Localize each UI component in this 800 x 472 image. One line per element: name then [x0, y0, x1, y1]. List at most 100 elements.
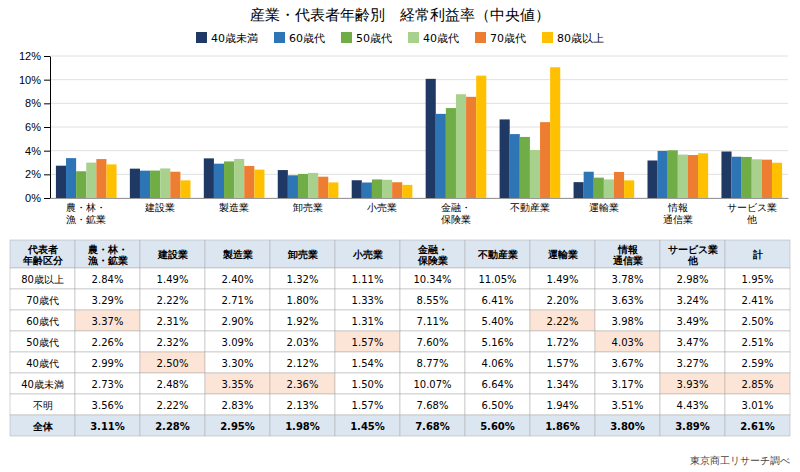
bar [328, 182, 338, 198]
table-row-label: 50歳代 [26, 337, 59, 348]
table-cell [465, 352, 530, 373]
bar [56, 166, 66, 198]
table-cell [595, 268, 660, 289]
text-line: 卸売業 [293, 202, 323, 213]
table-cell [75, 415, 140, 436]
bar [278, 170, 288, 198]
table-cell [530, 268, 595, 289]
bar [668, 150, 678, 198]
table-value: 2.59% [742, 358, 774, 369]
bar [106, 164, 116, 198]
table-cell [660, 394, 725, 415]
table-cell [465, 331, 530, 352]
table-cell [75, 268, 140, 289]
bar [752, 159, 762, 198]
tick-mark [44, 151, 50, 152]
table-value: 5.16% [482, 337, 514, 348]
table-label-cell [10, 352, 75, 373]
legend-swatch [274, 32, 285, 43]
table-header-cell [595, 240, 660, 268]
tick: 2% [25, 168, 50, 180]
bar [466, 97, 476, 198]
table-value: 6.64% [482, 379, 514, 390]
bar [688, 155, 698, 198]
tick: 4% [25, 145, 50, 157]
table-value: 2.31% [157, 316, 189, 327]
table-value: 1.80% [287, 295, 319, 306]
table-value: 11.05% [478, 274, 516, 285]
table-label-cell [10, 373, 75, 394]
table-cell [465, 415, 530, 436]
table-header-cell [140, 240, 205, 268]
bar [678, 155, 688, 198]
table-cell [270, 268, 335, 289]
legend-swatch [542, 32, 553, 43]
bar [352, 180, 362, 198]
text-line: 不動産業 [510, 202, 550, 213]
table-value: 2.50% [742, 316, 774, 327]
bar [372, 179, 382, 198]
table-value: 2.48% [157, 379, 189, 390]
table-cell [660, 352, 725, 373]
tick: 小売業 [367, 198, 397, 213]
tick-label: 小売業 [367, 202, 397, 213]
table-cell [725, 268, 790, 289]
table-value: 1.31% [352, 316, 384, 327]
text-line: 運輸業 [589, 202, 619, 213]
text-line: 製造業 [219, 202, 249, 213]
table-value: 2.50% [157, 358, 189, 369]
bar [520, 137, 530, 198]
table-label-cell [10, 415, 75, 436]
table-row-label: 70歳代 [26, 295, 59, 306]
table-value: 2.20% [547, 295, 579, 306]
table-value: 1.86% [545, 421, 580, 432]
grid-line [50, 56, 788, 57]
table-value: 1.49% [547, 274, 579, 285]
text-line: 情報 [617, 244, 639, 255]
table-value: 1.57% [352, 400, 384, 411]
bar [86, 163, 96, 198]
table-cell [140, 310, 205, 331]
table-value: 3.93% [677, 379, 709, 390]
table-value: 2.36% [287, 379, 319, 390]
table-cell [335, 268, 400, 289]
bar [762, 160, 772, 198]
table-cell [595, 352, 660, 373]
bar [318, 177, 328, 198]
tick: サービス業他 [727, 198, 777, 225]
tick: 金融・保険業 [441, 198, 471, 225]
bar [584, 172, 594, 198]
bar [604, 179, 614, 198]
table-header-cell [725, 240, 790, 268]
bars [56, 67, 782, 198]
table-cell [465, 394, 530, 415]
table-cell [205, 394, 270, 415]
table-value: 3.51% [612, 400, 644, 411]
table-row-label: 60歳代 [26, 316, 59, 327]
bar [647, 160, 657, 198]
table-cell [530, 394, 595, 415]
text-line: 農・林・ [66, 202, 106, 213]
series [66, 114, 742, 198]
tick: 8% [25, 97, 50, 109]
bar [426, 79, 436, 198]
table-cell [660, 289, 725, 310]
text-line: 小売業 [367, 202, 397, 213]
table-cell [530, 373, 595, 394]
table-value: 1.34% [547, 379, 579, 390]
bar [624, 180, 634, 198]
bar [308, 173, 318, 198]
bar [530, 150, 540, 198]
legend-item: 60歳代 [274, 32, 325, 45]
legend-label: 40歳未満 [211, 32, 258, 45]
table-value: 2.40% [222, 274, 254, 285]
table-value: 10.34% [413, 274, 451, 285]
table-value: 2.28% [155, 421, 190, 432]
bar [224, 161, 234, 198]
table-header: 小売業 [352, 249, 383, 260]
table-header: 運輸業 [547, 249, 578, 260]
legend-swatch [341, 32, 352, 43]
text-line: 保険業 [417, 255, 448, 266]
bar [540, 122, 550, 198]
table-cell [270, 289, 335, 310]
